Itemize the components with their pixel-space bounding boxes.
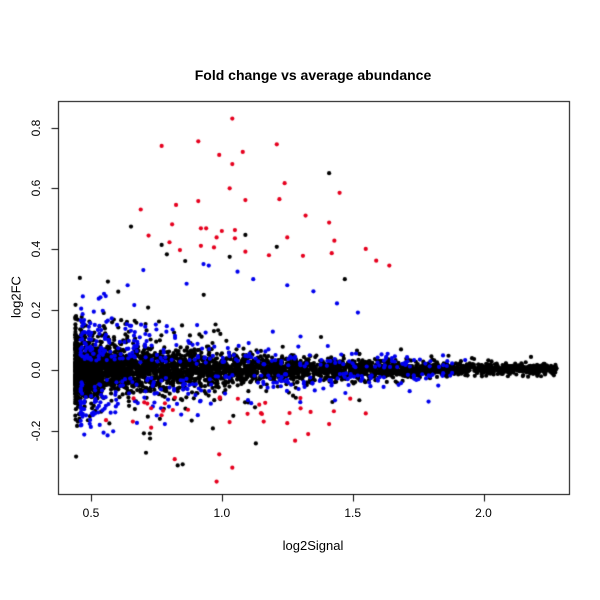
x-tick-label: 0.5 [82,506,100,520]
x-tick-label: 1.5 [344,506,361,520]
y-tick-label: 0.6 [29,179,43,197]
y-tick-label: 0.0 [29,361,43,379]
y-tick-label: -0.2 [29,420,43,442]
y-axis-label: log2FC [8,276,24,318]
y-tick-label: 0.4 [29,240,43,258]
x-axis-label: log2Signal [282,538,344,553]
x-tick-label: 1.0 [213,506,231,520]
chart-title: Fold change vs average abundance [194,67,432,83]
x-tick-label: 2.0 [475,506,492,520]
y-tick-label: 0.8 [29,119,43,137]
y-tick-label: 0.2 [29,301,43,318]
